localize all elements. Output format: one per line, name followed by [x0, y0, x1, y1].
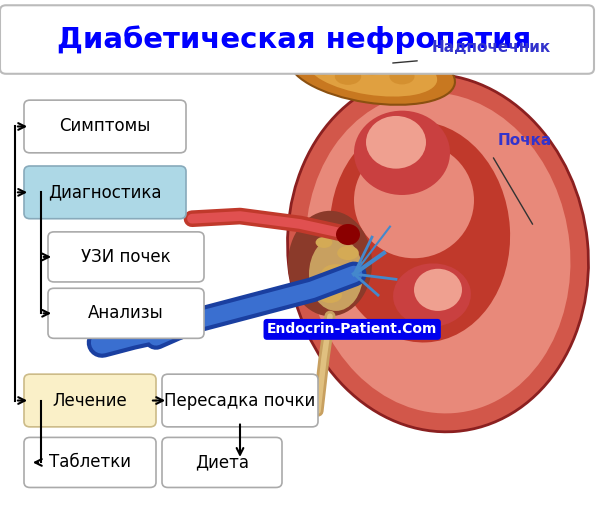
Ellipse shape: [358, 56, 386, 75]
FancyBboxPatch shape: [24, 166, 186, 219]
Text: Почка: Почка: [498, 133, 552, 148]
FancyBboxPatch shape: [24, 100, 186, 153]
Text: Пересадка почки: Пересадка почки: [164, 392, 316, 409]
Ellipse shape: [389, 69, 415, 84]
Ellipse shape: [393, 264, 471, 327]
Ellipse shape: [414, 58, 438, 73]
Text: Диета: Диета: [195, 453, 249, 472]
Ellipse shape: [354, 111, 450, 195]
Ellipse shape: [405, 55, 423, 66]
Text: Таблетки: Таблетки: [49, 453, 131, 472]
Ellipse shape: [309, 237, 363, 311]
Ellipse shape: [316, 237, 332, 248]
Text: УЗИ почек: УЗИ почек: [81, 248, 171, 266]
Text: Endocrin-Patient.Com: Endocrin-Patient.Com: [267, 323, 437, 336]
Ellipse shape: [337, 246, 359, 260]
Ellipse shape: [414, 269, 462, 311]
Ellipse shape: [330, 121, 510, 343]
Ellipse shape: [366, 116, 426, 169]
Ellipse shape: [288, 211, 372, 316]
Ellipse shape: [305, 93, 571, 413]
Text: Лечение: Лечение: [53, 392, 127, 409]
Ellipse shape: [307, 46, 437, 96]
Ellipse shape: [373, 51, 395, 65]
FancyBboxPatch shape: [162, 437, 282, 487]
Text: Анализы: Анализы: [88, 304, 164, 323]
Ellipse shape: [335, 68, 361, 85]
Ellipse shape: [287, 74, 589, 432]
FancyBboxPatch shape: [24, 374, 156, 427]
Ellipse shape: [326, 52, 346, 64]
Ellipse shape: [321, 264, 351, 284]
Text: Диагностика: Диагностика: [48, 183, 162, 201]
FancyBboxPatch shape: [48, 288, 204, 338]
Ellipse shape: [336, 224, 360, 245]
Text: Диабетическая нефропатия: Диабетическая нефропатия: [57, 25, 531, 54]
FancyBboxPatch shape: [48, 232, 204, 282]
Ellipse shape: [289, 37, 455, 105]
Ellipse shape: [310, 56, 338, 75]
FancyBboxPatch shape: [24, 437, 156, 487]
Ellipse shape: [332, 226, 352, 238]
Text: Симптомы: Симптомы: [59, 118, 151, 135]
Ellipse shape: [318, 287, 342, 303]
Ellipse shape: [354, 142, 474, 258]
Text: Надпочечник: Надпочечник: [432, 41, 551, 55]
FancyBboxPatch shape: [162, 374, 318, 427]
FancyBboxPatch shape: [0, 5, 594, 74]
